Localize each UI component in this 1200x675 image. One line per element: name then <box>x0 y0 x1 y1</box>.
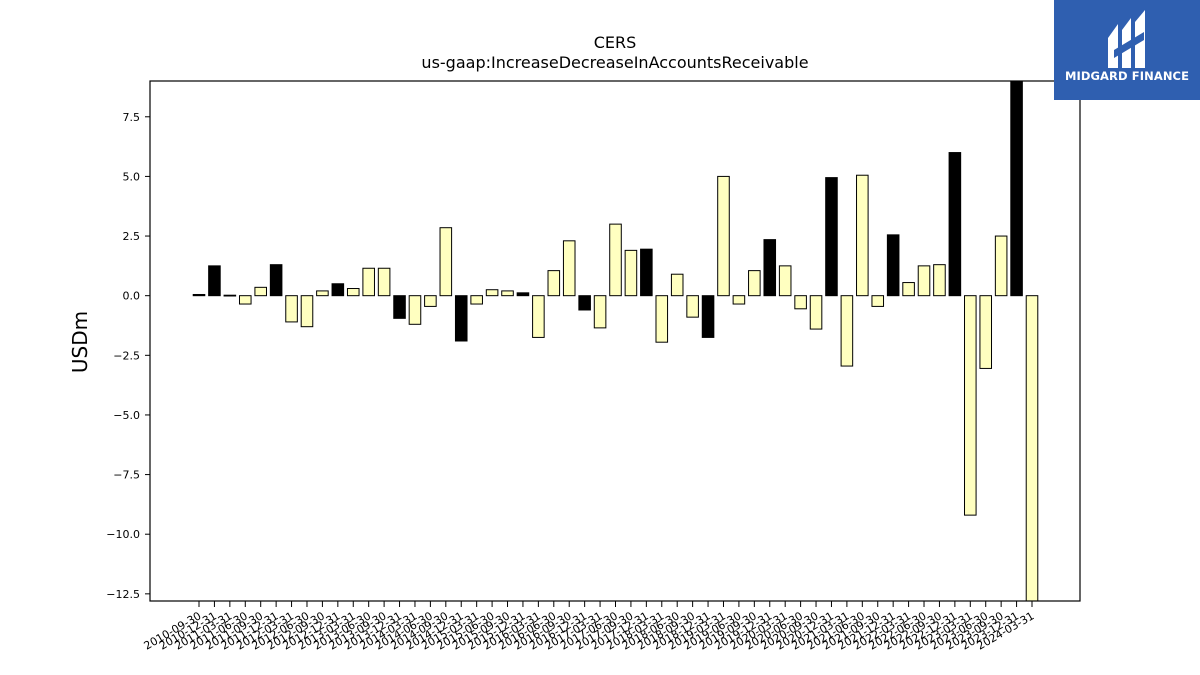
midgard-finance-logo: MIDGARD FINANCE <box>1054 0 1200 100</box>
y-tick-label: −12.5 <box>106 588 140 601</box>
bar <box>454 295 468 342</box>
bar <box>1025 295 1039 602</box>
bar <box>485 289 499 297</box>
bar <box>285 295 298 323</box>
bar <box>840 295 854 367</box>
bar <box>1010 80 1023 297</box>
bar <box>609 223 622 297</box>
bar <box>964 295 977 516</box>
bar <box>269 264 283 297</box>
bar <box>346 288 360 297</box>
y-tick-label: −5.0 <box>113 409 140 422</box>
brand-name: MIDGARD FINANCE <box>1064 69 1190 83</box>
y-tick-label: −7.5 <box>113 469 140 482</box>
bar <box>316 290 329 297</box>
bar <box>640 248 653 297</box>
bar <box>979 295 993 369</box>
bar <box>501 290 514 297</box>
bar <box>331 283 345 297</box>
bar <box>902 282 915 297</box>
bar <box>794 295 807 310</box>
bar <box>655 295 669 343</box>
bar <box>917 265 931 297</box>
bar <box>578 295 591 311</box>
bar <box>424 295 437 307</box>
bar <box>562 240 576 297</box>
bar <box>408 295 422 325</box>
bar <box>439 227 453 297</box>
plot-frame <box>149 80 1081 602</box>
bar <box>208 265 221 297</box>
bar <box>377 267 391 297</box>
bar <box>238 295 252 305</box>
bar <box>470 295 483 305</box>
chart-subtitle: us-gaap:IncreaseDecreaseInAccountsReceiv… <box>421 53 808 72</box>
bar <box>670 273 684 297</box>
bar <box>856 174 869 297</box>
bar <box>192 293 206 297</box>
bar <box>624 249 638 297</box>
bar <box>871 295 885 307</box>
bar <box>732 295 746 305</box>
bar <box>886 234 900 297</box>
bars-group <box>192 80 1039 602</box>
bar <box>686 295 699 318</box>
chart-title: CERS <box>594 33 637 52</box>
bar <box>254 286 267 297</box>
bar <box>778 265 792 297</box>
y-tick-label: 0.0 <box>123 290 141 303</box>
y-tick-label: −2.5 <box>113 349 140 362</box>
x-ticks-group: 2010-09-302010-12-312011-03-312011-06-30… <box>142 601 1037 653</box>
bar <box>547 270 561 297</box>
bar <box>393 295 406 319</box>
y-axis-label: USDm <box>68 311 92 373</box>
bar <box>701 295 715 338</box>
bar <box>763 239 777 297</box>
bar <box>717 175 730 297</box>
bar <box>362 267 375 297</box>
y-tick-label: 2.5 <box>123 230 141 243</box>
logo-mark-icon <box>1108 10 1145 68</box>
bar <box>593 295 607 329</box>
y-tick-label: 7.5 <box>123 111 141 124</box>
bar <box>933 264 946 297</box>
bar <box>516 292 530 297</box>
y-tick-label: 5.0 <box>123 170 141 183</box>
bar <box>825 177 838 297</box>
y-tick-label: −10.0 <box>106 528 140 541</box>
bar <box>748 270 761 297</box>
bar <box>223 294 237 297</box>
bar <box>994 235 1008 297</box>
bar <box>300 295 314 328</box>
bar <box>532 295 545 338</box>
y-ticks-group: 7.5 5.0 2.5 0.0 −2.5 −5.0 −7.5 −10.0 −12.5 <box>106 111 150 601</box>
bar <box>809 295 823 330</box>
bar <box>948 152 962 297</box>
